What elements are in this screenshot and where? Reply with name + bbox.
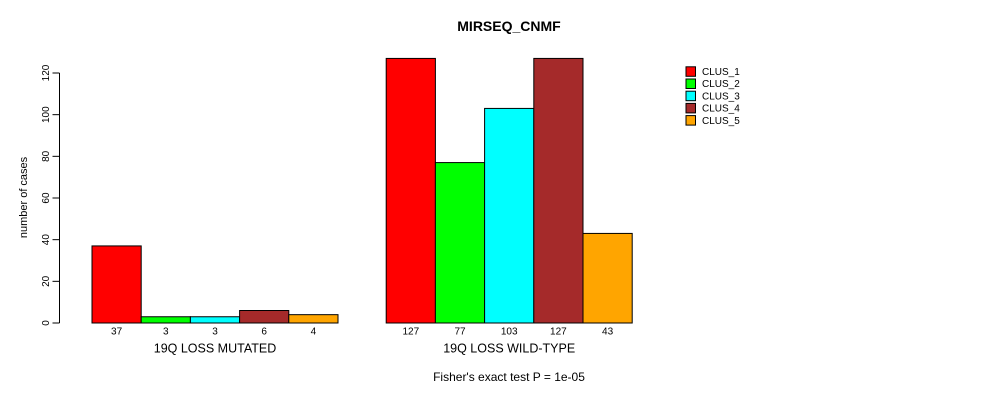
bar-clus_4 (239, 310, 290, 324)
bar-clus_5 (582, 232, 633, 324)
group-label-mutated: 19Q LOSS MUTATED (154, 342, 276, 356)
legend-swatch-clus-3 (685, 90, 696, 102)
legend-label-clus-2: CLUS_2 (702, 79, 740, 90)
bars: 37 3 3 6 4 127 77 103 127 43 (91, 57, 633, 338)
y-tick-label: 20 (41, 275, 52, 287)
bar-value-label: 103 (501, 327, 518, 338)
y-tick-label: 0 (41, 320, 52, 326)
y-tick-label: 120 (41, 64, 52, 81)
legend: CLUS_1 CLUS_2 CLUS_3 CLUS_4 CLUS_5 (685, 66, 740, 127)
bar-value-label: 3 (212, 327, 218, 338)
group-label-wild-type: 19Q LOSS WILD-TYPE (443, 342, 575, 356)
y-tick-label: 100 (41, 106, 52, 123)
legend-swatch-clus-4 (685, 102, 696, 114)
bar-clus_3 (484, 107, 535, 324)
bar-value-label: 77 (454, 327, 466, 338)
bar-clus_1 (385, 57, 436, 324)
bar-value-label: 43 (602, 327, 614, 338)
y-axis-label: number of cases (18, 156, 30, 238)
bar-value-label: 3 (163, 327, 169, 338)
bar-value-label: 127 (550, 327, 567, 338)
bar-value-label: 127 (402, 327, 419, 338)
bar-value-label: 37 (111, 327, 123, 338)
y-tick-label: 80 (41, 150, 52, 162)
fisher-test-caption: Fisher's exact test P = 1e-05 (433, 370, 585, 384)
legend-swatch-clus-5 (685, 115, 696, 126)
bar-value-label: 4 (311, 327, 317, 338)
y-tick-label: 60 (41, 192, 52, 204)
legend-label-clus-5: CLUS_5 (702, 116, 740, 127)
bar-clus_1 (91, 245, 142, 324)
bar-clus_2 (434, 162, 486, 324)
legend-label-clus-4: CLUS_4 (702, 104, 740, 115)
bar-clus_5 (288, 314, 339, 324)
chart-title: MIRSEQ_CNMF (457, 18, 561, 34)
y-tick-label: 40 (41, 234, 52, 246)
legend-label-clus-3: CLUS_3 (702, 91, 740, 102)
bar-clus_2 (140, 316, 191, 324)
legend-label-clus-1: CLUS_1 (702, 67, 740, 78)
bar-clus_4 (533, 57, 584, 324)
y-axis: 0 20 40 60 80 100 120 (41, 64, 60, 326)
bar-clus_3 (189, 316, 241, 324)
legend-swatch-clus-2 (685, 78, 696, 89)
legend-swatch-clus-1 (685, 66, 696, 77)
bar-value-label: 6 (261, 327, 267, 338)
